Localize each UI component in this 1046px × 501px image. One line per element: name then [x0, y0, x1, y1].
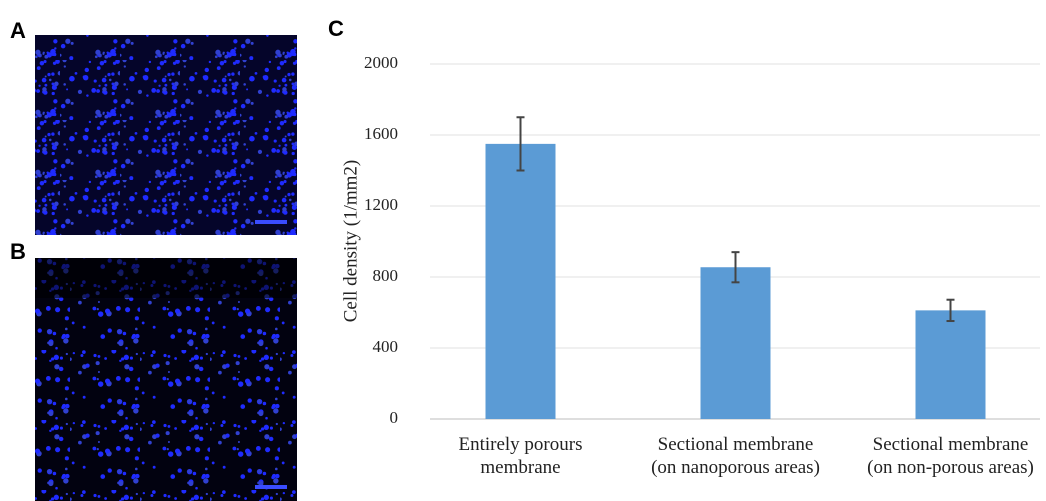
- y-tick-label: 400: [373, 337, 399, 356]
- error-bar: [731, 251, 740, 284]
- x-tick-label: Sectional membrane (on nanoporous areas): [651, 434, 820, 478]
- panel-label: B: [10, 239, 26, 264]
- error-bar: [946, 298, 955, 323]
- y-tick-label: 0: [390, 408, 399, 427]
- error-bar: [516, 116, 525, 172]
- panel-label: C: [328, 16, 344, 41]
- micrograph-b-cells: [35, 258, 297, 501]
- panel-label: A: [10, 18, 26, 43]
- y-tick-label: 1600: [364, 124, 398, 143]
- micrograph-b-dark-band: [35, 258, 297, 298]
- x-tick-label: Entirely porours membrane: [458, 434, 583, 478]
- bar: [700, 267, 771, 419]
- x-tick-label: Sectional membrane (on non-porous areas): [867, 434, 1034, 478]
- bar: [485, 143, 556, 419]
- y-tick-label: 1200: [364, 195, 398, 214]
- bar: [915, 310, 986, 419]
- y-axis-title: Cell density (1/mm2): [340, 160, 361, 323]
- y-tick-label: 2000: [364, 53, 398, 72]
- micrograph-a-cells: [35, 35, 297, 235]
- y-tick-label: 800: [373, 266, 399, 285]
